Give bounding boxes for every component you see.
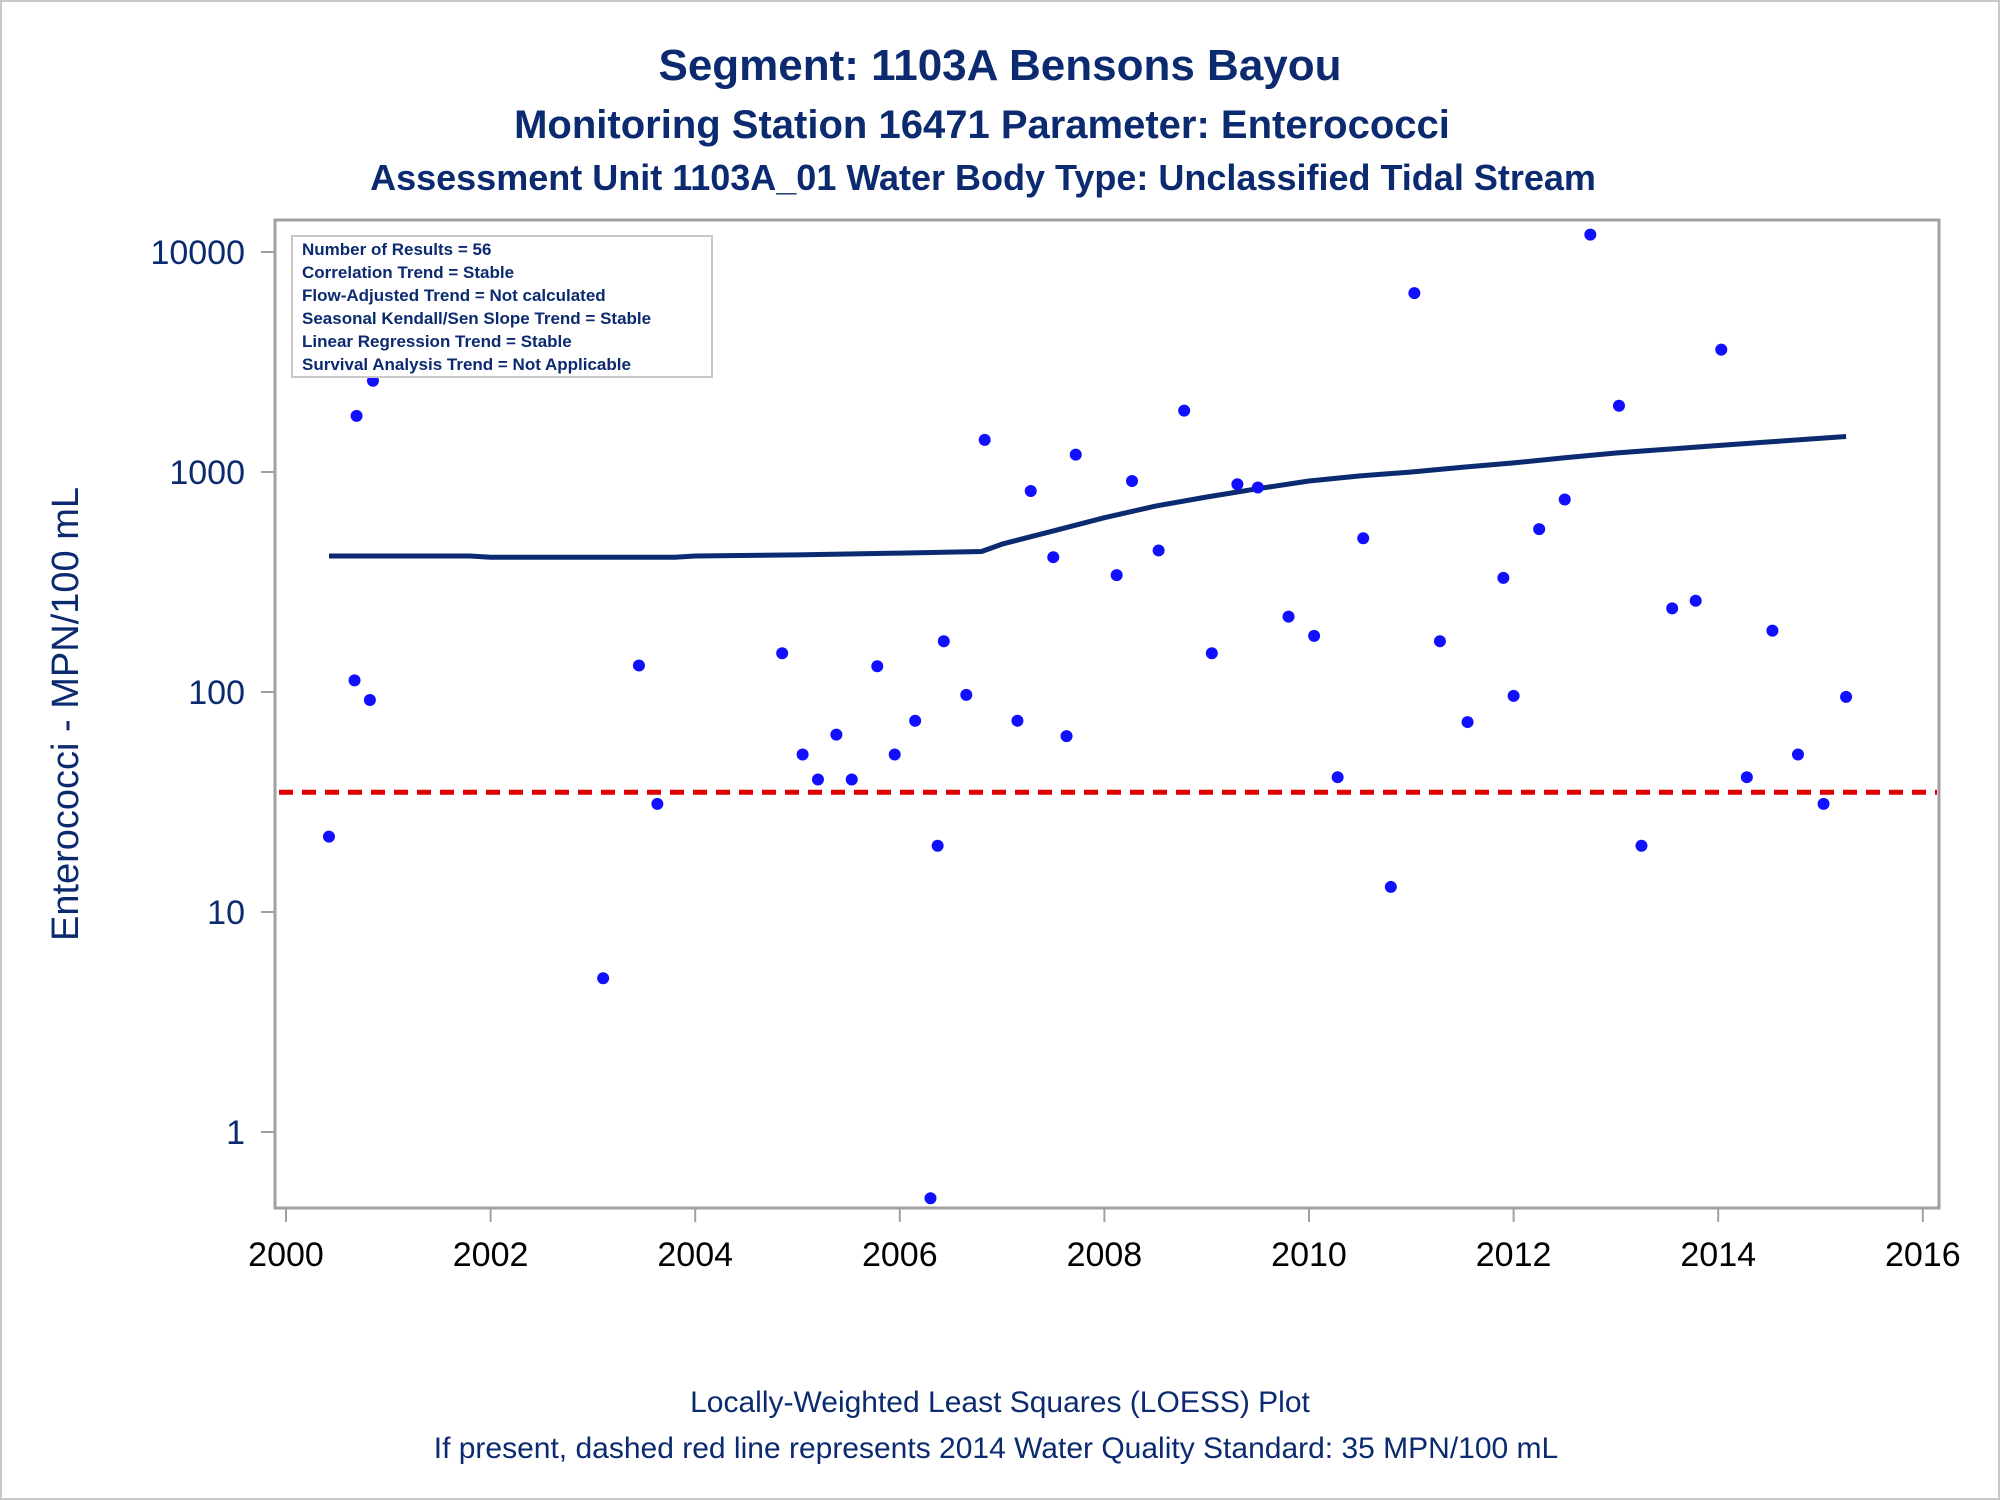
data-point — [1584, 228, 1597, 241]
data-point — [871, 660, 884, 673]
data-point — [1666, 602, 1679, 615]
stats-box: Number of Results = 56 Correlation Trend… — [291, 235, 713, 378]
stats-line: Seasonal Kendall/Sen Slope Trend = Stabl… — [302, 309, 651, 328]
data-point — [888, 748, 901, 761]
data-point — [1110, 569, 1123, 582]
data-point — [937, 635, 950, 648]
data-point — [1612, 399, 1625, 412]
data-point — [1497, 571, 1510, 584]
chart-title: Segment: 1103A Bensons Bayou — [658, 41, 1341, 90]
data-point — [1384, 880, 1397, 893]
data-point — [1024, 484, 1037, 497]
data-point — [776, 647, 789, 660]
x-tick-label: 2010 — [1271, 1236, 1347, 1274]
data-point — [1047, 551, 1060, 564]
data-point — [960, 688, 973, 701]
data-point — [1507, 689, 1520, 702]
data-point — [1766, 624, 1779, 637]
y-tick-label: 1000 — [169, 454, 245, 492]
x-tick-label: 2004 — [657, 1236, 733, 1274]
y-tick-label: 10000 — [150, 234, 245, 272]
data-point — [1433, 635, 1446, 648]
footnote-1: Locally-Weighted Least Squares (LOESS) P… — [690, 1386, 1310, 1419]
data-point — [1840, 690, 1853, 703]
data-point — [363, 693, 376, 706]
plot-area — [273, 218, 1941, 1210]
data-point — [931, 839, 944, 852]
data-point — [1558, 493, 1571, 506]
data-point — [811, 773, 824, 786]
y-axis-label: Enterococci - MPN/100 mL — [45, 487, 87, 941]
data-point — [1533, 523, 1546, 536]
data-point — [796, 748, 809, 761]
data-point — [1740, 771, 1753, 784]
y-axis: 1 10 100 1000 10000 — [150, 234, 275, 1152]
data-point — [1791, 748, 1804, 761]
x-tick-label: 2016 — [1885, 1236, 1961, 1274]
data-point — [597, 972, 610, 985]
data-point — [1308, 629, 1321, 642]
data-point — [1331, 771, 1344, 784]
footnote-2: If present, dashed red line represents 2… — [434, 1432, 1559, 1465]
data-point — [1126, 475, 1139, 488]
x-axis: 2000 2002 2004 2006 2008 2010 2012 2014 2016 — [248, 1208, 1961, 1274]
stats-line: Correlation Trend = Stable — [302, 263, 514, 282]
x-tick-label: 2008 — [1067, 1236, 1143, 1274]
stats-line: Linear Regression Trend = Stable — [302, 332, 572, 351]
stats-line: Flow-Adjusted Trend = Not calculated — [302, 286, 606, 305]
stats-box-border — [291, 235, 713, 378]
data-point — [1689, 594, 1702, 607]
data-point — [909, 714, 922, 727]
data-point — [322, 830, 335, 843]
data-point — [845, 773, 858, 786]
loess-line — [329, 434, 1847, 560]
data-point — [1205, 647, 1218, 660]
x-tick-label: 2006 — [862, 1236, 938, 1274]
data-point — [1461, 716, 1474, 729]
data-point — [924, 1192, 937, 1205]
data-point — [1060, 730, 1073, 743]
data-point — [651, 797, 664, 810]
data-point — [1152, 544, 1165, 557]
x-tick-label: 2000 — [248, 1236, 324, 1274]
data-point — [350, 409, 363, 422]
data-point — [348, 674, 361, 687]
data-point — [1282, 610, 1295, 623]
y-tick-label: 10 — [207, 894, 245, 932]
data-point — [1178, 404, 1191, 417]
data-point — [1011, 714, 1024, 727]
stats-line: Survival Analysis Trend = Not Applicable — [302, 355, 631, 374]
y-tick-label: 100 — [188, 674, 245, 712]
data-point — [632, 659, 645, 672]
x-tick-label: 2002 — [453, 1236, 529, 1274]
data-point — [1408, 287, 1421, 300]
data-point — [830, 728, 843, 741]
data-point — [1817, 797, 1830, 810]
stats-line: Number of Results = 56 — [302, 240, 491, 259]
data-point — [978, 433, 991, 446]
x-tick-label: 2012 — [1476, 1236, 1552, 1274]
data-points — [322, 228, 1853, 1205]
data-point — [1231, 478, 1244, 491]
data-point — [1251, 481, 1264, 494]
data-point — [1357, 532, 1370, 545]
chart-subtitle-2: Assessment Unit 1103A_01 Water Body Type… — [370, 157, 1596, 198]
y-tick-label: 1 — [226, 1114, 245, 1152]
data-point — [1715, 343, 1728, 356]
x-tick-label: 2014 — [1680, 1236, 1756, 1274]
chart-subtitle: Monitoring Station 16471 Parameter: Ente… — [514, 103, 1450, 147]
data-point — [1635, 839, 1648, 852]
data-point — [1069, 448, 1082, 461]
